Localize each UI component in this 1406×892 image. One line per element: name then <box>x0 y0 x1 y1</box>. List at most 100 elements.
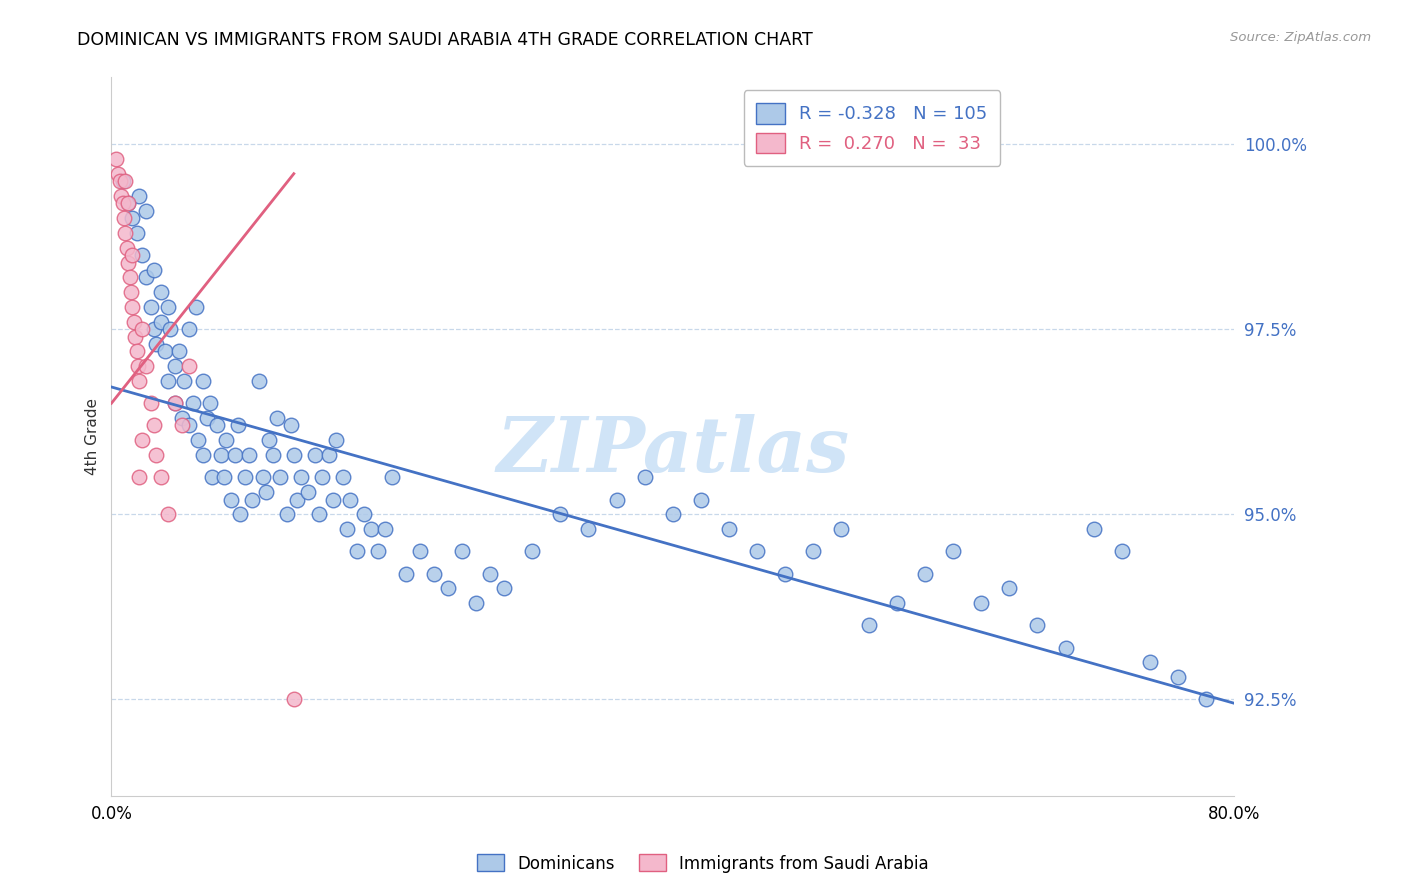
Point <box>606 492 628 507</box>
Point <box>1054 640 1077 655</box>
Point <box>117 196 139 211</box>
Point <box>121 211 143 226</box>
Y-axis label: 4th Grade: 4th Grade <box>86 398 100 475</box>
Point <box>201 470 224 484</box>
Point <box>212 470 235 484</box>
Point <box>240 492 263 507</box>
Point <box>311 470 333 484</box>
Point <box>633 470 655 484</box>
Point <box>114 174 136 188</box>
Point <box>262 448 284 462</box>
Point <box>238 448 260 462</box>
Point <box>170 411 193 425</box>
Point <box>135 270 157 285</box>
Point <box>998 582 1021 596</box>
Point <box>128 374 150 388</box>
Point <box>886 596 908 610</box>
Point <box>346 544 368 558</box>
Point <box>117 255 139 269</box>
Point <box>124 329 146 343</box>
Point <box>156 508 179 522</box>
Point <box>914 566 936 581</box>
Point <box>139 396 162 410</box>
Point <box>290 470 312 484</box>
Point <box>353 508 375 522</box>
Legend: Dominicans, Immigrants from Saudi Arabia: Dominicans, Immigrants from Saudi Arabia <box>470 847 936 880</box>
Point <box>578 522 600 536</box>
Point <box>252 470 274 484</box>
Point <box>191 374 214 388</box>
Point <box>325 434 347 448</box>
Point <box>233 470 256 484</box>
Point <box>257 434 280 448</box>
Point <box>135 203 157 218</box>
Point <box>308 508 330 522</box>
Point <box>120 285 142 300</box>
Point <box>209 448 232 462</box>
Point <box>195 411 218 425</box>
Point <box>522 544 544 558</box>
Point <box>111 196 134 211</box>
Point <box>117 196 139 211</box>
Point <box>550 508 572 522</box>
Point <box>332 470 354 484</box>
Point <box>127 359 149 374</box>
Point <box>142 263 165 277</box>
Point <box>125 344 148 359</box>
Point <box>131 248 153 262</box>
Point <box>135 359 157 374</box>
Point <box>205 418 228 433</box>
Point <box>717 522 740 536</box>
Point <box>219 492 242 507</box>
Point <box>224 448 246 462</box>
Point <box>423 566 446 581</box>
Point <box>1195 692 1218 706</box>
Point <box>1139 656 1161 670</box>
Point <box>114 226 136 240</box>
Point <box>173 374 195 388</box>
Point <box>339 492 361 507</box>
Point <box>156 374 179 388</box>
Point <box>942 544 965 558</box>
Point <box>318 448 340 462</box>
Point <box>1167 670 1189 684</box>
Point <box>830 522 852 536</box>
Point <box>226 418 249 433</box>
Point <box>108 174 131 188</box>
Point <box>451 544 474 558</box>
Point <box>745 544 768 558</box>
Point <box>112 211 135 226</box>
Point <box>142 418 165 433</box>
Point <box>107 167 129 181</box>
Point <box>367 544 389 558</box>
Point <box>170 418 193 433</box>
Point <box>661 508 683 522</box>
Point <box>142 322 165 336</box>
Point <box>145 448 167 462</box>
Point <box>465 596 488 610</box>
Point <box>229 508 252 522</box>
Point <box>689 492 711 507</box>
Point <box>858 618 880 632</box>
Point <box>118 270 141 285</box>
Point <box>360 522 382 536</box>
Point <box>110 189 132 203</box>
Point <box>177 418 200 433</box>
Point <box>437 582 460 596</box>
Point <box>149 285 172 300</box>
Legend: R = -0.328   N = 105, R =  0.270   N =  33: R = -0.328 N = 105, R = 0.270 N = 33 <box>744 90 1001 166</box>
Point <box>479 566 502 581</box>
Point <box>336 522 359 536</box>
Text: ZIPatlas: ZIPatlas <box>496 414 849 488</box>
Point <box>215 434 238 448</box>
Point <box>266 411 288 425</box>
Point <box>181 396 204 410</box>
Point <box>269 470 291 484</box>
Point <box>374 522 396 536</box>
Point <box>167 344 190 359</box>
Point <box>322 492 344 507</box>
Point <box>280 418 302 433</box>
Point <box>163 359 186 374</box>
Point <box>121 248 143 262</box>
Point <box>297 485 319 500</box>
